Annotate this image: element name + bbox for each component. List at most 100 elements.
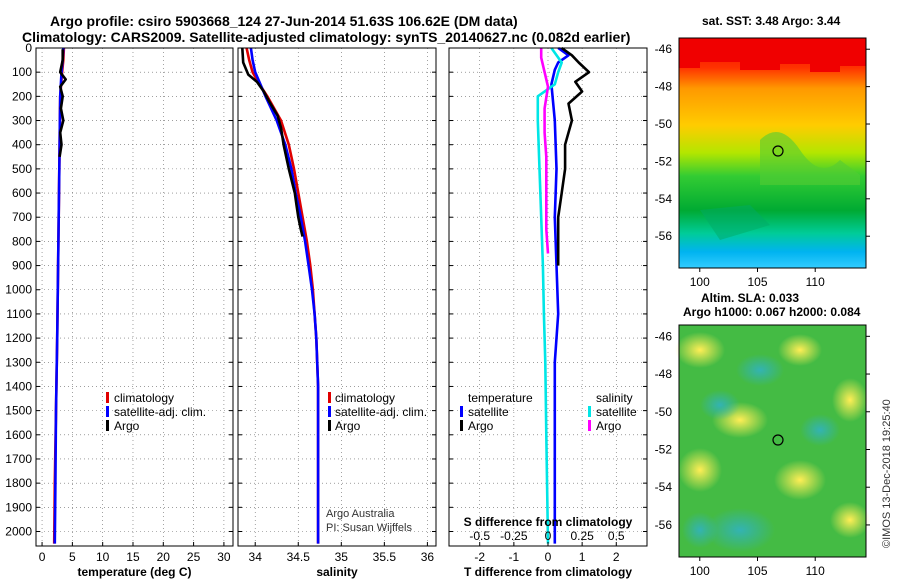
sla-low bbox=[682, 512, 718, 548]
axes-frame bbox=[237, 47, 437, 547]
x-tick-label: 10 bbox=[96, 550, 110, 564]
legend-climatology: climatology bbox=[335, 391, 395, 405]
lon-tick-label: 105 bbox=[747, 275, 767, 289]
profile-location-marker bbox=[772, 434, 784, 446]
x-tick-label: -2 bbox=[474, 550, 485, 564]
x-tick-label: 0 bbox=[545, 550, 552, 564]
sst-map-title: sat. SST: 3.48 Argo: 3.44 bbox=[702, 14, 841, 28]
y-tick-label: 1500 bbox=[5, 404, 32, 418]
series-salinity-satellite bbox=[536, 47, 564, 544]
salinity-legend: climatology satellite-adj. clim. Argo Ar… bbox=[326, 391, 427, 534]
sla-low bbox=[800, 414, 840, 446]
legend-climatology: climatology bbox=[114, 391, 174, 405]
lat-tick-label: -50 bbox=[655, 405, 673, 419]
lon-tick-label: 105 bbox=[747, 564, 767, 578]
x-axis-label: T difference from climatology bbox=[464, 565, 632, 579]
x-tick-label: 34.5 bbox=[287, 550, 311, 564]
x-tick-label: 1 bbox=[579, 550, 586, 564]
sla-map-frame bbox=[678, 324, 867, 558]
series-temperature-satellite bbox=[550, 46, 570, 544]
series-satellite-adj-clim- bbox=[249, 47, 320, 544]
top-tick-label: 0.5 bbox=[608, 529, 625, 543]
lon-tick-label: 100 bbox=[690, 564, 710, 578]
top-tick-label: -0.5 bbox=[469, 529, 490, 543]
series-temperature-argo bbox=[556, 46, 591, 266]
lat-tick-label: -48 bbox=[655, 80, 673, 94]
y-tick-label: 800 bbox=[12, 234, 32, 248]
legend-swatch-argo bbox=[328, 420, 331, 431]
top-tick-label: 0.25 bbox=[570, 529, 594, 543]
lat-tick-label: -48 bbox=[655, 367, 673, 381]
legend-temp-satellite: satellite bbox=[468, 405, 509, 419]
legend-argo: Argo bbox=[114, 419, 140, 433]
sla-map-axes: -46 -48 -50 -52 -54 -56 100 105 110 bbox=[655, 329, 870, 578]
y-tick-label: 200 bbox=[12, 89, 32, 103]
x-axis-label: salinity bbox=[316, 565, 358, 579]
lat-tick-label: -52 bbox=[655, 442, 673, 456]
x-tick-label: 25 bbox=[187, 550, 201, 564]
legend-sat-adj: satellite-adj. clim. bbox=[114, 405, 206, 419]
legend-swatch-temp-satellite bbox=[460, 406, 463, 417]
legend-swatch-climatology bbox=[328, 392, 331, 403]
legend-argo: Argo bbox=[335, 419, 361, 433]
axes-frame bbox=[35, 47, 234, 547]
y-tick-label: 1000 bbox=[5, 283, 32, 297]
x-tick-label: 35 bbox=[335, 550, 349, 564]
y-tick-label: 700 bbox=[12, 210, 32, 224]
salinity-panel: 34 34.5 35 35.5 36 salinity bbox=[237, 47, 437, 579]
y-tick-label: 1400 bbox=[5, 379, 32, 393]
y-tick-label: 1900 bbox=[5, 500, 32, 514]
x-tick-label: 5 bbox=[69, 550, 76, 564]
lat-tick-label: -46 bbox=[655, 42, 673, 56]
sla-low bbox=[736, 354, 784, 386]
series-salinity-argo bbox=[539, 48, 550, 254]
x-tick-label: 20 bbox=[157, 550, 171, 564]
y-tick-label: 1200 bbox=[5, 331, 32, 345]
difference-legend: temperature satellite Argo salinity sate… bbox=[460, 391, 637, 433]
lon-tick-label: 110 bbox=[806, 564, 825, 578]
sla-low bbox=[705, 508, 775, 552]
legend-temperature-heading: temperature bbox=[468, 391, 533, 405]
x-tick-label: 36 bbox=[421, 550, 435, 564]
lon-tick-label: 100 bbox=[690, 275, 710, 289]
legend-temp-argo: Argo bbox=[468, 419, 494, 433]
y-tick-label: 500 bbox=[12, 162, 32, 176]
x-tick-label: -1 bbox=[509, 550, 520, 564]
series-climatology bbox=[245, 47, 320, 544]
y-tick-label: 300 bbox=[12, 114, 32, 128]
sst-map-frame bbox=[678, 37, 867, 269]
difference-panel: -2 -1 0 1 2T difference from climatology S di… bbox=[448, 46, 648, 579]
sla-high bbox=[832, 378, 868, 422]
sla-map-title-2: Argo h1000: 0.067 h2000: 0.084 bbox=[683, 305, 861, 319]
legend-sal-satellite: satellite bbox=[596, 405, 637, 419]
legend-swatch-sat-adj bbox=[328, 406, 331, 417]
x-axis-label: temperature (deg C) bbox=[77, 565, 191, 579]
x-tick-label: 15 bbox=[126, 550, 140, 564]
sla-high bbox=[675, 332, 725, 368]
top-axis-label: S difference from climatology bbox=[464, 515, 633, 529]
series-argo bbox=[58, 49, 67, 158]
temperature-panel: 0 5 10 15 20 25 30 temperature (deg C) 0 100 200 30… bbox=[5, 41, 234, 579]
lat-tick-label: -54 bbox=[655, 192, 673, 206]
legend-swatch-sal-satellite bbox=[588, 406, 591, 417]
lat-tick-label: -46 bbox=[655, 329, 673, 343]
temperature-legend: climatology satellite-adj. clim. Argo bbox=[106, 391, 206, 433]
lat-tick-label: -52 bbox=[655, 154, 673, 168]
sst-patch bbox=[700, 205, 770, 240]
x-tick-label: 0 bbox=[39, 550, 46, 564]
imos-stamp: ©IMOS 13-Dec-2018 19:25:40 bbox=[881, 399, 893, 548]
sla-map bbox=[675, 324, 870, 558]
lat-tick-label: -56 bbox=[655, 518, 673, 532]
lon-tick-label: 110 bbox=[806, 275, 825, 289]
series-argo bbox=[241, 47, 304, 237]
y-tick-label: 1300 bbox=[5, 355, 32, 369]
lat-tick-label: -50 bbox=[655, 117, 673, 131]
y-tick-label: 900 bbox=[12, 259, 32, 273]
title-line-2: Climatology: CARS2009. Satellite-adjuste… bbox=[22, 29, 630, 45]
legend-salinity-heading: salinity bbox=[596, 391, 633, 405]
credit-line-1: Argo Australia bbox=[326, 508, 395, 520]
sst-map bbox=[678, 37, 867, 269]
x-tick-label: 30 bbox=[217, 550, 231, 564]
y-tick-label: 1100 bbox=[6, 307, 32, 321]
